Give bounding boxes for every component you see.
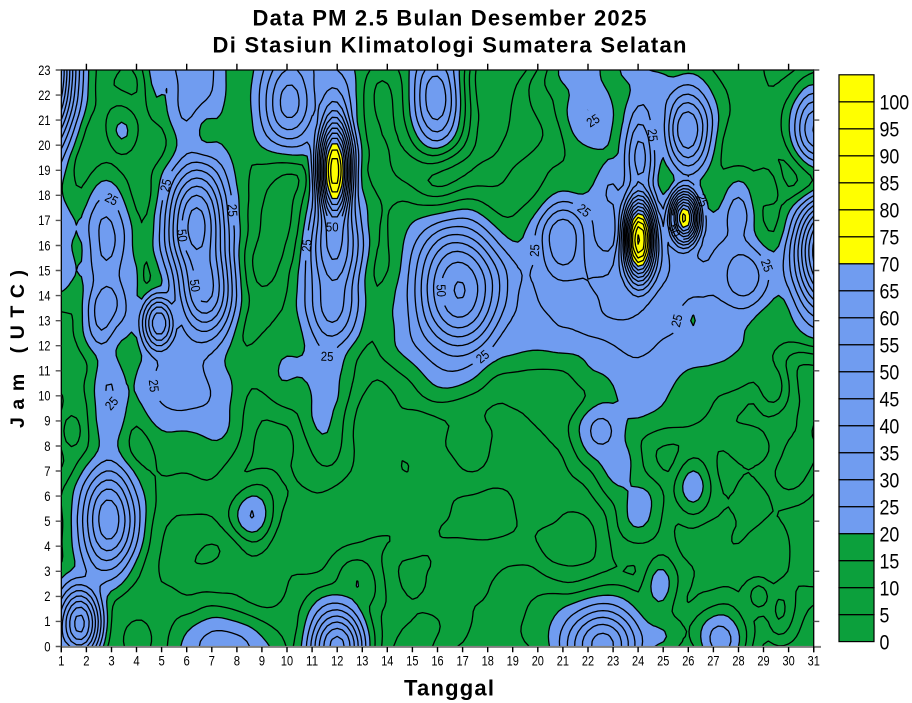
svg-text:25: 25 xyxy=(668,313,686,329)
svg-text:95: 95 xyxy=(880,118,900,142)
svg-text:45: 45 xyxy=(880,387,900,411)
svg-text:6: 6 xyxy=(184,654,190,669)
svg-text:11: 11 xyxy=(38,364,50,379)
svg-text:0: 0 xyxy=(880,630,890,654)
svg-text:20: 20 xyxy=(880,522,900,546)
svg-text:25: 25 xyxy=(758,257,776,274)
svg-text:Jam (UTC): Jam (UTC) xyxy=(7,270,29,428)
svg-text:40: 40 xyxy=(880,414,900,438)
svg-text:25: 25 xyxy=(225,204,241,218)
svg-text:85: 85 xyxy=(880,172,900,196)
svg-text:65: 65 xyxy=(880,280,900,304)
svg-text:18: 18 xyxy=(482,654,494,669)
svg-text:50: 50 xyxy=(174,228,190,242)
svg-text:5: 5 xyxy=(44,514,50,529)
svg-text:30: 30 xyxy=(880,468,900,492)
svg-text:25: 25 xyxy=(321,349,334,364)
svg-text:22: 22 xyxy=(582,654,594,669)
svg-text:0: 0 xyxy=(44,639,51,654)
svg-text:22: 22 xyxy=(38,88,50,103)
svg-text:12: 12 xyxy=(331,654,343,669)
svg-text:10: 10 xyxy=(880,576,900,600)
svg-text:10: 10 xyxy=(281,654,294,669)
svg-text:25: 25 xyxy=(693,192,712,209)
svg-text:6: 6 xyxy=(44,489,50,504)
svg-text:50: 50 xyxy=(433,284,448,297)
svg-text:70: 70 xyxy=(880,253,900,277)
svg-text:90: 90 xyxy=(880,145,900,169)
svg-text:15: 15 xyxy=(880,549,900,573)
svg-text:25: 25 xyxy=(880,495,900,519)
svg-text:5: 5 xyxy=(158,654,164,669)
svg-text:Data PM 2.5 Bulan Desember 202: Data PM 2.5 Bulan Desember 2025 xyxy=(253,6,647,31)
svg-text:15: 15 xyxy=(38,263,50,278)
svg-text:21: 21 xyxy=(38,113,50,128)
svg-text:25: 25 xyxy=(146,379,162,393)
svg-text:25: 25 xyxy=(657,654,669,669)
svg-text:100: 100 xyxy=(880,91,910,115)
svg-text:18: 18 xyxy=(38,188,50,203)
svg-text:2: 2 xyxy=(44,589,50,604)
svg-text:29: 29 xyxy=(757,654,769,669)
svg-text:50: 50 xyxy=(665,222,684,239)
svg-text:10: 10 xyxy=(38,389,51,404)
svg-text:35: 35 xyxy=(880,441,900,465)
svg-text:1: 1 xyxy=(44,614,50,629)
svg-text:1: 1 xyxy=(58,654,64,669)
svg-text:7: 7 xyxy=(209,654,215,669)
svg-text:25: 25 xyxy=(299,239,315,253)
svg-text:16: 16 xyxy=(431,654,443,669)
svg-text:13: 13 xyxy=(38,314,50,329)
svg-text:50: 50 xyxy=(187,278,204,293)
svg-text:14: 14 xyxy=(381,654,394,669)
svg-text:9: 9 xyxy=(44,414,50,429)
svg-text:4: 4 xyxy=(133,654,140,669)
svg-text:60: 60 xyxy=(880,307,900,331)
svg-text:24: 24 xyxy=(632,654,645,669)
svg-text:8: 8 xyxy=(44,439,50,454)
svg-text:8: 8 xyxy=(234,654,240,669)
svg-text:27: 27 xyxy=(707,654,719,669)
svg-text:11: 11 xyxy=(306,654,318,669)
svg-text:7: 7 xyxy=(44,464,50,479)
svg-text:26: 26 xyxy=(682,654,694,669)
svg-text:20: 20 xyxy=(532,654,545,669)
svg-text:3: 3 xyxy=(44,564,50,579)
svg-text:4: 4 xyxy=(44,539,51,554)
svg-text:3: 3 xyxy=(108,654,114,669)
svg-text:5: 5 xyxy=(880,603,890,627)
svg-text:14: 14 xyxy=(38,288,51,303)
svg-text:Di Stasiun Klimatologi Sumater: Di Stasiun Klimatologi Sumatera Selatan xyxy=(213,33,687,58)
svg-text:16: 16 xyxy=(38,238,50,253)
svg-text:20: 20 xyxy=(38,138,51,153)
svg-text:50: 50 xyxy=(880,361,900,385)
svg-text:25: 25 xyxy=(102,190,120,209)
svg-text:12: 12 xyxy=(38,339,50,354)
svg-text:21: 21 xyxy=(557,654,569,669)
svg-text:50: 50 xyxy=(326,219,339,234)
svg-text:55: 55 xyxy=(880,334,900,358)
svg-text:31: 31 xyxy=(808,654,820,669)
svg-text:15: 15 xyxy=(406,654,418,669)
svg-text:19: 19 xyxy=(38,163,50,178)
svg-text:17: 17 xyxy=(457,654,469,669)
svg-text:2: 2 xyxy=(83,654,89,669)
svg-text:25: 25 xyxy=(157,177,175,193)
svg-text:13: 13 xyxy=(356,654,368,669)
svg-text:9: 9 xyxy=(259,654,265,669)
svg-text:25: 25 xyxy=(527,244,543,257)
svg-text:Tanggal: Tanggal xyxy=(404,676,494,701)
svg-text:25: 25 xyxy=(644,128,660,142)
svg-text:80: 80 xyxy=(880,199,900,223)
svg-text:23: 23 xyxy=(607,654,619,669)
svg-text:28: 28 xyxy=(732,654,744,669)
svg-text:23: 23 xyxy=(38,63,50,78)
svg-text:75: 75 xyxy=(880,226,900,250)
svg-text:30: 30 xyxy=(783,654,796,669)
svg-text:19: 19 xyxy=(507,654,519,669)
svg-text:17: 17 xyxy=(38,213,50,228)
